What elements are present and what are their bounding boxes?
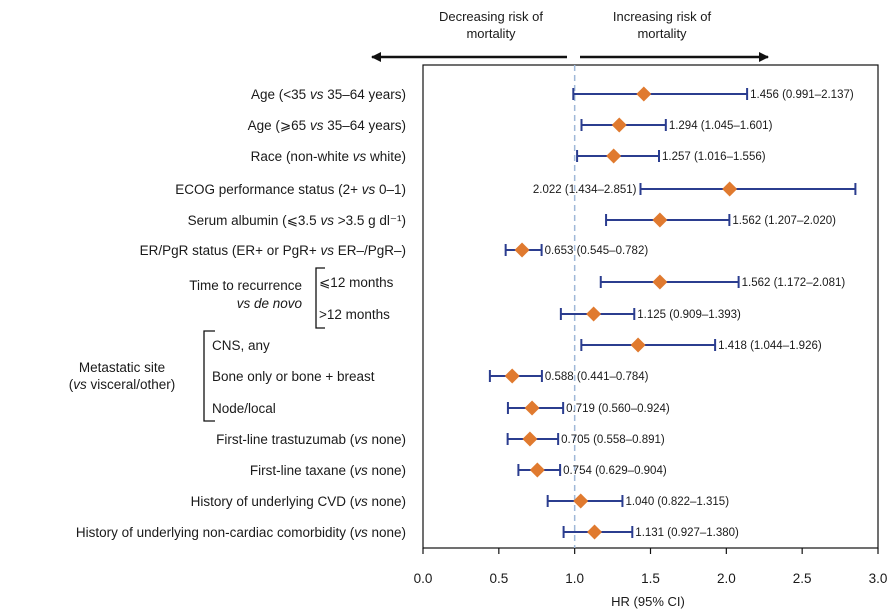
hr-marker <box>630 337 646 353</box>
decreasing-risk-label: mortality <box>466 26 516 41</box>
forest-row: ECOG performance status (2+ vs 0–1) 2.022… <box>175 181 857 197</box>
ci-value-label: 1.562 (1.207–2.020) <box>732 215 836 227</box>
forest-row: Age (<35 vs 35–64 years) 1.456 (0.991–2.1… <box>251 86 854 102</box>
row-label: First-line taxane (vs none) <box>250 463 406 478</box>
hr-marker <box>586 306 602 322</box>
ci-value-label: 1.040 (0.822–1.315) <box>625 496 729 508</box>
forest-row: CNS, any 1.418 (1.044–1.926) <box>212 337 822 353</box>
row-label: History of underlying non-cardiac comorb… <box>76 525 406 540</box>
hr-marker <box>587 524 603 540</box>
ci-value-label: 1.418 (1.044–1.926) <box>718 340 822 352</box>
x-tick-label: 0.0 <box>414 571 433 586</box>
ci-value-label: 2.022 (1.434–2.851) <box>533 184 637 196</box>
x-tick-label: 3.0 <box>869 571 888 586</box>
hr-marker <box>573 493 589 509</box>
increasing-risk-label: Increasing risk of <box>613 9 712 24</box>
row-label: Race (non-white vs white) <box>251 149 406 164</box>
ci-value-label: 0.653 (0.545–0.782) <box>545 245 649 257</box>
row-label: Serum albumin (⩽3.5 vs >3.5 g dl⁻¹) <box>188 213 406 228</box>
hr-marker <box>636 86 652 102</box>
x-tick-label: 2.0 <box>717 571 736 586</box>
ci-value-label: 0.754 (0.629–0.904) <box>563 465 667 477</box>
hr-marker <box>522 431 538 447</box>
x-tick-label: 0.5 <box>489 571 508 586</box>
row-label: Age (<35 vs 35–64 years) <box>251 87 406 102</box>
group-label-time-to-recurrence: Time to recurrence <box>189 278 302 293</box>
ci-value-label: 1.125 (0.909–1.393) <box>637 309 741 321</box>
ci-value-label: 0.588 (0.441–0.784) <box>545 371 649 383</box>
x-tick-label: 2.5 <box>793 571 812 586</box>
row-label: Node/local <box>212 401 276 416</box>
row-label: ECOG performance status (2+ vs 0–1) <box>175 182 406 197</box>
hr-marker <box>652 212 668 228</box>
row-label: Bone only or bone + breast <box>212 369 375 384</box>
row-label: ER/PgR status (ER+ or PgR+ vs ER–/PgR–) <box>140 243 406 258</box>
forest-row: ER/PgR status (ER+ or PgR+ vs ER–/PgR–) 0… <box>140 242 649 258</box>
increasing-risk-label: mortality <box>637 26 687 41</box>
x-tick-label: 1.0 <box>565 571 584 586</box>
group-bracket-metastatic-site <box>203 330 215 422</box>
row-label: ⩽12 months <box>319 275 394 290</box>
decreasing-risk-label: Decreasing risk of <box>439 9 543 24</box>
hr-marker <box>652 274 668 290</box>
forest-row: Bone only or bone + breast 0.588 (0.441–0… <box>212 368 649 384</box>
hr-marker <box>514 242 530 258</box>
row-label: Age (⩾65 vs 35–64 years) <box>248 118 406 133</box>
forest-row: Race (non-white vs white) 1.257 (1.016–1.… <box>251 148 766 164</box>
x-axis-title: HR (95% CI) <box>611 594 685 609</box>
ci-value-label: 1.294 (1.045–1.601) <box>669 120 773 132</box>
forest-row: Node/local 0.719 (0.560–0.924) <box>212 400 670 416</box>
row-label: First-line trastuzumab (vs none) <box>216 432 406 447</box>
hr-marker <box>504 368 520 384</box>
forest-row: First-line taxane (vs none) 0.754 (0.629–… <box>250 462 667 478</box>
ci-value-label: 1.131 (0.927–1.380) <box>635 527 739 539</box>
group-bracket-time-to-recurrence <box>315 267 325 329</box>
hr-marker <box>529 462 545 478</box>
forest-row: History of underlying CVD (vs none) 1.040… <box>191 493 729 509</box>
forest-row: History of underlying non-cardiac comorb… <box>76 524 739 540</box>
ci-value-label: 1.257 (1.016–1.556) <box>662 151 766 163</box>
ci-value-label: 1.456 (0.991–2.137) <box>750 89 854 101</box>
forest-row: Serum albumin (⩽3.5 vs >3.5 g dl⁻¹) 1.562… <box>188 212 836 228</box>
group-sublabel-time-to-recurrence: vs de novo <box>237 296 303 311</box>
x-tick-label: 1.5 <box>641 571 660 586</box>
ci-value-label: 1.562 (1.172–2.081) <box>742 277 846 289</box>
forest-row: First-line trastuzumab (vs none) 0.705 (0… <box>216 431 665 447</box>
hr-marker <box>606 148 622 164</box>
row-label: History of underlying CVD (vs none) <box>191 494 406 509</box>
group-label-metastatic-site: Metastatic site <box>79 360 165 375</box>
hr-marker <box>722 181 738 197</box>
hr-marker <box>611 117 627 133</box>
ci-value-label: 0.705 (0.558–0.891) <box>561 434 665 446</box>
row-label: CNS, any <box>212 338 270 353</box>
ci-value-label: 0.719 (0.560–0.924) <box>566 403 670 415</box>
forest-row: Age (⩾65 vs 35–64 years) 1.294 (1.045–1.6… <box>248 117 773 133</box>
forest-row: ⩽12 months 1.562 (1.172–2.081) <box>319 274 846 290</box>
forest-row: >12 months 1.125 (0.909–1.393) <box>319 306 741 322</box>
group-sublabel-metastatic-site: (vs visceral/other) <box>69 377 176 392</box>
hr-marker <box>524 400 540 416</box>
row-label: >12 months <box>319 307 390 322</box>
